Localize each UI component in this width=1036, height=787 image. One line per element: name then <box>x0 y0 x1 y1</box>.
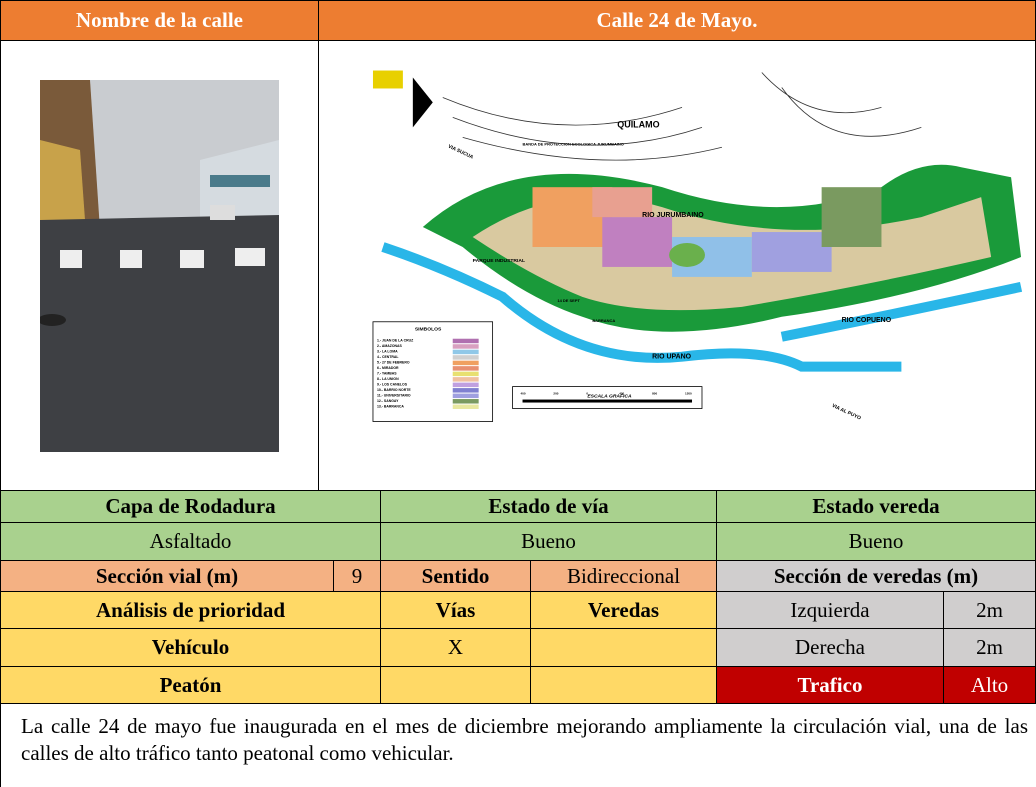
map-label: RIO JURUMBAINO <box>642 212 704 219</box>
legend-entry: 10.- BARRIO NORTE <box>377 388 411 392</box>
header-label: Nombre de la calle <box>0 0 319 41</box>
table-cell: Asfaltado <box>0 522 381 561</box>
map-label: VIA AL PUYO <box>831 403 862 422</box>
scale-label: 800 <box>652 392 657 396</box>
table-cell: Sentido <box>380 560 531 592</box>
legend-title: SIMBOLOS <box>415 327 442 333</box>
table-cell: X <box>380 628 531 667</box>
scale-title: ESCALA GRAFICA <box>587 394 632 400</box>
scale-label: 200 <box>553 392 558 396</box>
scale-label: 400 <box>619 392 624 396</box>
map-label: PARQUE INDUSTRIAL <box>473 258 525 264</box>
table-cell: Estado de vía <box>380 490 717 523</box>
street-photo <box>40 79 279 452</box>
legend-entry: 7.- YAMBAS <box>377 372 397 376</box>
legend-entry: 3.- LA LOMA <box>377 350 398 354</box>
table-cell: Sección vial (m) <box>0 560 334 592</box>
table-cell: Veredas <box>530 591 717 629</box>
scale-label: 0 <box>586 392 588 396</box>
table-cell: Sección de veredas (m) <box>716 560 1036 592</box>
table-cell: Vías <box>380 591 531 629</box>
table-cell: 2m <box>943 628 1036 667</box>
table-cell: Estado vereda <box>716 490 1036 523</box>
scale-label: 400 <box>521 392 526 396</box>
table-cell: Izquierda <box>716 591 944 629</box>
street-name: Calle 24 de Mayo. <box>318 0 1036 41</box>
legend-swatch <box>452 366 479 371</box>
description: La calle 24 de mayo fue inaugurada en el… <box>0 703 1036 787</box>
map-label: BANDA DE PROTECCION ECOLOGICA JURUMBAINO <box>523 141 624 146</box>
table-cell: Bidireccional <box>530 560 717 592</box>
legend-swatch <box>452 355 479 360</box>
legend-entry: 6.- MIRADOR <box>377 366 399 370</box>
legend-entry: 12.- SANGAY <box>377 399 399 403</box>
legend-entry: 4.- CENTRAL <box>377 355 399 359</box>
legend-entry: 2.- AMAZONAS <box>377 344 403 348</box>
legend-swatch <box>452 344 479 349</box>
table-cell: Derecha <box>716 628 944 667</box>
table-cell: Análisis de prioridad <box>0 591 381 629</box>
map-label: RIO COPUENO <box>842 317 892 324</box>
legend-swatch <box>452 393 479 399</box>
table-cell: 9 <box>333 560 381 592</box>
map-label: 14 DE SEPT <box>557 298 580 303</box>
empty-cell <box>530 666 717 704</box>
legend-entry: 5.- 27 DE FEBRERO <box>377 361 410 365</box>
legend-swatch <box>452 377 479 382</box>
legend-entry: 13.- BARRANCA <box>377 405 404 409</box>
legend-entry: 8.- LA UNION <box>377 377 399 381</box>
empty-cell <box>530 628 717 667</box>
map-label: VIA SUCUA <box>447 144 475 161</box>
table-cell: Peatón <box>0 666 381 704</box>
legend-entry: 11.- UNIVERSITARIO <box>377 394 411 398</box>
table-cell: 2m <box>943 591 1036 629</box>
legend-swatch <box>452 382 479 388</box>
table-cell: Bueno <box>716 522 1036 561</box>
scale-label: 1200 <box>685 392 692 396</box>
photo-cell <box>0 40 319 491</box>
map-label: BARRANCA <box>592 318 615 323</box>
city-map: QUILAMO RIO JURUMBAINO PARQUE INDUSTRIAL RI… <box>372 70 1023 422</box>
legend-swatch <box>452 371 479 377</box>
map-label: RIO UPANO <box>652 354 692 361</box>
legend-entry: 1.- JUAN DE LA CRUZ <box>377 339 414 343</box>
legend-swatch <box>452 404 479 410</box>
legend-swatch <box>452 349 479 355</box>
legend-swatch <box>452 360 479 366</box>
legend-swatch <box>452 388 479 393</box>
legend-entry: 9.- LOS CANELOS <box>377 383 408 387</box>
legend-swatch <box>452 338 479 344</box>
table-cell: Trafico <box>716 666 944 704</box>
table-cell: Vehículo <box>0 628 381 667</box>
legend-swatch <box>452 399 479 404</box>
map-label: QUILAMO <box>617 119 659 129</box>
table-cell: Bueno <box>380 522 717 561</box>
empty-cell <box>380 666 531 704</box>
map-cell: QUILAMO RIO JURUMBAINO PARQUE INDUSTRIAL RI… <box>318 40 1036 491</box>
table-cell: Alto <box>943 666 1036 704</box>
table-cell: Capa de Rodadura <box>0 490 381 523</box>
